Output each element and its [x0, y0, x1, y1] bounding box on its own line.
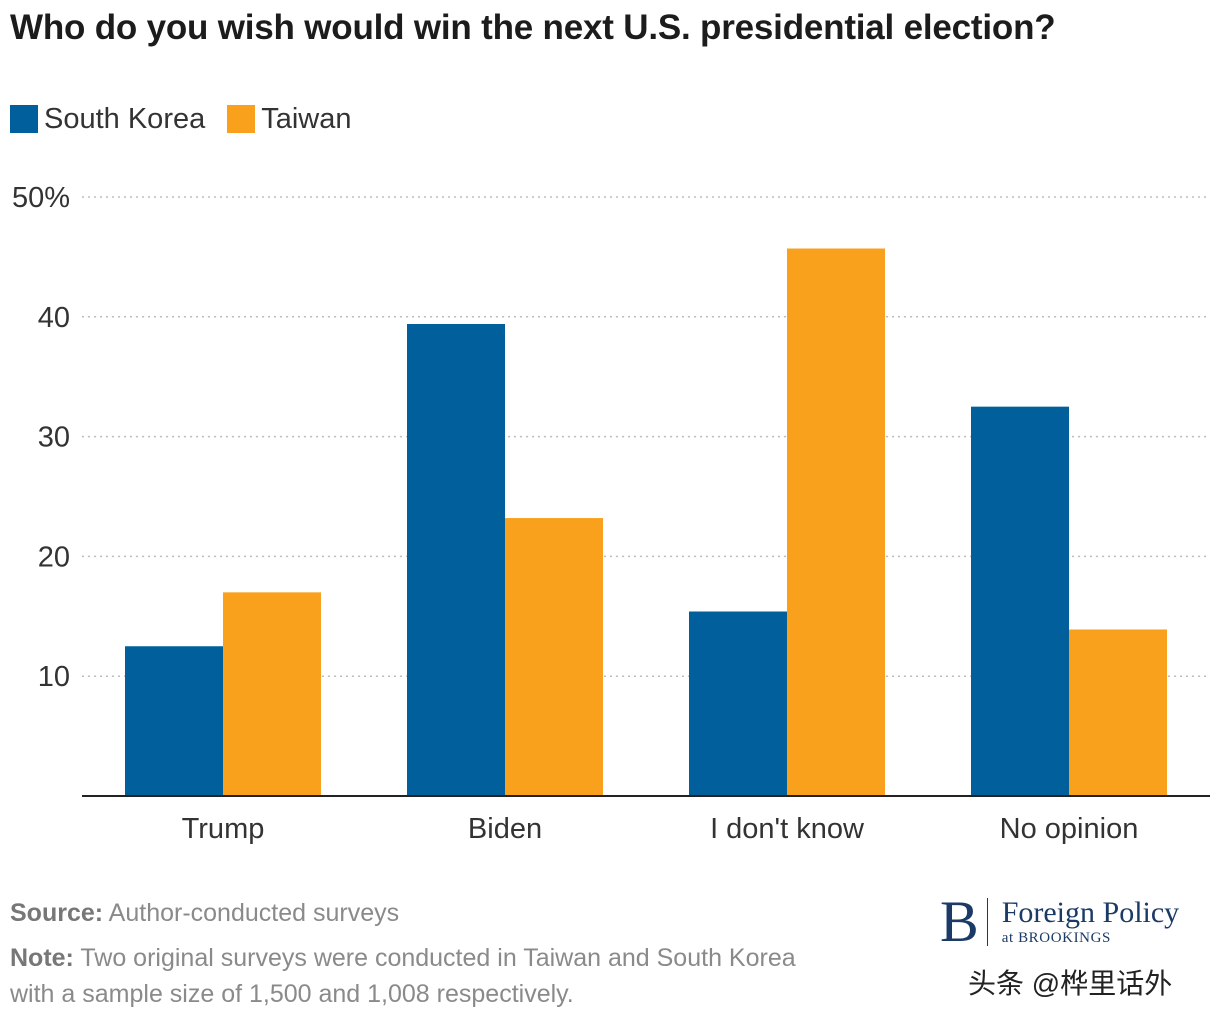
bar-taiwan-1 [505, 518, 603, 796]
source-lead: Source: [10, 899, 104, 927]
note-lead: Note: [10, 944, 74, 972]
x-tick-label-0: Trump [182, 813, 265, 845]
bar-south-korea-1 [407, 323, 505, 796]
brand-name: Foreign Policy [1001, 896, 1180, 929]
brand-mark: B [940, 889, 979, 954]
y-tick-label-30: 30 [38, 422, 70, 454]
legend-swatch-south-korea [10, 105, 38, 133]
brand-divider [986, 898, 988, 946]
legend-label-south-korea: South Korea [44, 102, 206, 135]
y-tick-label-50: 50% [12, 182, 70, 214]
bar-south-korea-3 [971, 406, 1069, 796]
legend-label-taiwan: Taiwan [261, 102, 352, 135]
y-tick-label-20: 20 [38, 541, 70, 573]
watermark: 头条 @桦里话外 [968, 968, 1173, 999]
x-tick-label-3: No opinion [1000, 813, 1139, 845]
source-text: Author-conducted surveys [108, 899, 400, 927]
brand-text: Foreign Policy at BROOKINGS [1002, 897, 1180, 947]
bar-taiwan-3 [1069, 629, 1167, 796]
chart-title: Who do you wish would win the next U.S. … [10, 8, 1056, 47]
bar-south-korea-2 [689, 611, 787, 796]
legend: South Korea Taiwan [10, 102, 374, 136]
bar-taiwan-0 [223, 592, 321, 796]
bar-chart: 10 20 30 40 50% Trump Biden I don't know No opin… [12, 182, 1210, 845]
y-tick-label-40: 40 [38, 302, 70, 334]
x-tick-label-1: Biden [468, 813, 542, 845]
brookings-logo: B Foreign Policy at BROOKINGS [940, 892, 1215, 952]
legend-item-south-korea: South Korea [10, 103, 205, 136]
note-line: Note: Two original surveys were conducte… [10, 940, 840, 1012]
note-text: Two original surveys were conducted in T… [10, 944, 796, 1008]
legend-swatch-taiwan [227, 105, 256, 133]
brand-sub: at BROOKINGS [1001, 930, 1111, 946]
x-tick-label-2: I don't know [710, 813, 865, 845]
bar-south-korea-0 [125, 646, 223, 796]
bar-taiwan-2 [787, 248, 885, 796]
source-line: Source: Author-conducted surveys [10, 895, 399, 931]
y-tick-label-10: 10 [38, 661, 70, 693]
legend-item-taiwan: Taiwan [227, 102, 352, 136]
